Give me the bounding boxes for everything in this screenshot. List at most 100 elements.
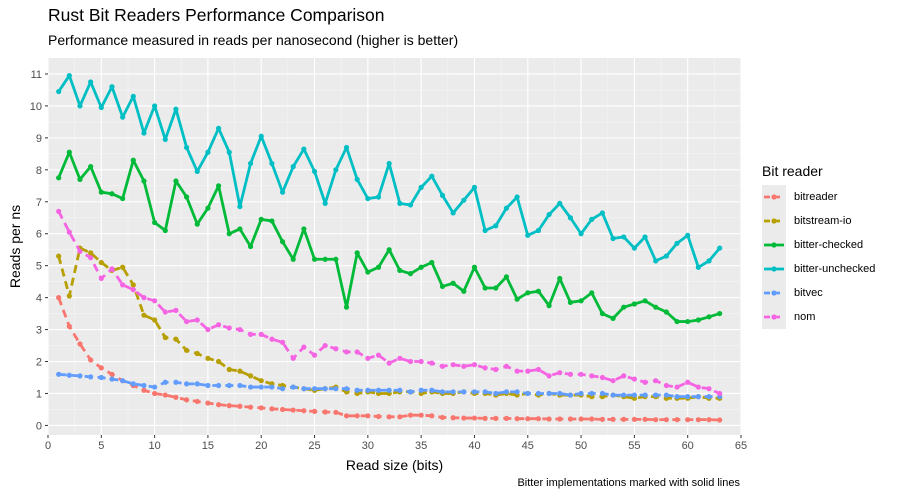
data-point-bitreader (301, 408, 307, 414)
data-point-nom (120, 282, 126, 288)
data-point-nom (386, 360, 392, 366)
grid-minor (48, 58, 741, 435)
data-point-bitreader (290, 407, 296, 413)
data-point-bitter-checked (66, 149, 72, 155)
data-point-bitreader (215, 402, 222, 408)
data-point-bitter-checked (493, 285, 499, 291)
data-point-bitreader (375, 413, 382, 420)
data-point-bitstream-io (120, 264, 126, 270)
data-point-bitreader (653, 417, 659, 423)
data-point-bitvec (557, 390, 563, 397)
data-point-bitter-unchecked (184, 144, 190, 151)
data-point-bitter-checked (173, 178, 179, 184)
legend-point (771, 290, 777, 296)
data-point-bitvec (439, 389, 446, 395)
data-point-bitter-unchecked (589, 216, 595, 222)
data-point-bitter-unchecked (354, 176, 360, 183)
data-point-bitvec (56, 371, 62, 377)
data-point-bitvec (66, 372, 72, 378)
data-point-bitreader (343, 413, 350, 419)
data-point-bitreader (98, 365, 104, 371)
data-point-bitreader (205, 400, 211, 406)
x-tick-label: 35 (415, 440, 427, 452)
data-point-nom (663, 382, 669, 389)
data-point-bitter-checked (535, 288, 542, 294)
x-tick-label: 50 (575, 440, 587, 452)
data-point-bitvec (237, 382, 243, 389)
data-point-nom (279, 339, 286, 345)
data-point-bitter-checked (247, 243, 254, 250)
data-point-bitter-unchecked (162, 136, 168, 143)
legend-key-bitstream-io (762, 209, 786, 233)
data-point-bitvec (109, 376, 115, 382)
data-point-nom (290, 355, 296, 361)
data-point-nom (311, 352, 318, 358)
data-point-bitter-checked (215, 183, 222, 189)
data-point-bitvec (162, 379, 168, 385)
series-bitter-checked (56, 149, 723, 325)
data-point-nom (514, 368, 520, 374)
legend-item-bitter-unchecked: bitter-unchecked (762, 257, 875, 281)
data-point-bitvec (674, 394, 680, 400)
data-point-nom (152, 298, 158, 304)
data-point-bitter-unchecked (525, 232, 531, 238)
data-point-bitstream-io (237, 368, 243, 374)
y-tick-label: 5 (36, 261, 42, 273)
data-point-bitreader (599, 416, 606, 422)
data-point-bitter-unchecked (546, 211, 552, 218)
data-point-nom (109, 266, 115, 272)
data-point-bitter-checked (482, 285, 488, 291)
x-tick-label: 15 (202, 440, 214, 452)
data-point-bitvec (397, 387, 403, 393)
data-point-bitter-unchecked (88, 79, 94, 85)
data-point-bitvec (365, 387, 371, 393)
data-point-nom (322, 342, 328, 349)
y-axis: 0 1 2 3 4 5 6 7 8 9 10 11 (30, 69, 48, 432)
y-tick-label: 8 (36, 165, 42, 177)
x-tick-label: 25 (308, 440, 320, 452)
data-point-bitter-unchecked (120, 114, 126, 120)
data-point-bitter-checked (194, 221, 200, 227)
data-point-nom (130, 287, 136, 293)
data-point-bitter-checked (418, 264, 424, 270)
data-point-bitreader (482, 415, 488, 421)
data-point-bitter-checked (567, 299, 574, 306)
data-point-nom (407, 358, 414, 365)
legend-point (771, 194, 777, 200)
data-point-bitstream-io (152, 317, 158, 323)
data-point-bitter-checked (205, 205, 211, 211)
data-point-bitreader (503, 415, 510, 421)
x-tick-label: 40 (468, 440, 480, 452)
data-point-nom (493, 366, 499, 373)
chart-caption: Bitter implementations marked with solid… (517, 477, 740, 489)
data-point-nom (706, 386, 712, 392)
data-point-nom (535, 366, 542, 373)
data-point-bitvec (631, 392, 637, 398)
data-point-bitvec (152, 384, 158, 390)
data-point-bitter-checked (503, 274, 510, 280)
data-point-bitstream-io (130, 282, 136, 288)
data-point-bitter-unchecked (429, 173, 435, 179)
data-point-bitter-unchecked (130, 93, 136, 99)
data-point-bitter-unchecked (663, 253, 669, 259)
data-point-bitter-checked (88, 164, 94, 170)
chart-title: Rust Bit Readers Performance Comparison (48, 5, 385, 25)
data-point-bitreader (706, 417, 712, 423)
data-point-nom (567, 371, 574, 377)
data-point-nom (429, 360, 435, 366)
data-point-bitter-unchecked (98, 104, 104, 111)
data-point-bitvec (663, 392, 669, 398)
data-point-bitter-unchecked (471, 184, 478, 190)
data-point-bitter-checked (695, 317, 701, 323)
data-point-bitreader (525, 416, 531, 422)
series-bitvec (56, 371, 723, 400)
data-point-bitter-unchecked (503, 205, 510, 211)
data-point-bitter-checked (621, 304, 627, 310)
x-axis: 0 5 10 15 20 25 30 35 40 45 50 55 60 65 (45, 435, 747, 452)
data-point-bitreader (674, 417, 680, 423)
data-point-bitstream-io (215, 358, 222, 365)
data-point-nom (162, 309, 168, 315)
data-point-bitreader (610, 416, 616, 422)
x-axis-title: Read size (bits) (346, 457, 443, 473)
data-point-bitreader (418, 412, 424, 418)
